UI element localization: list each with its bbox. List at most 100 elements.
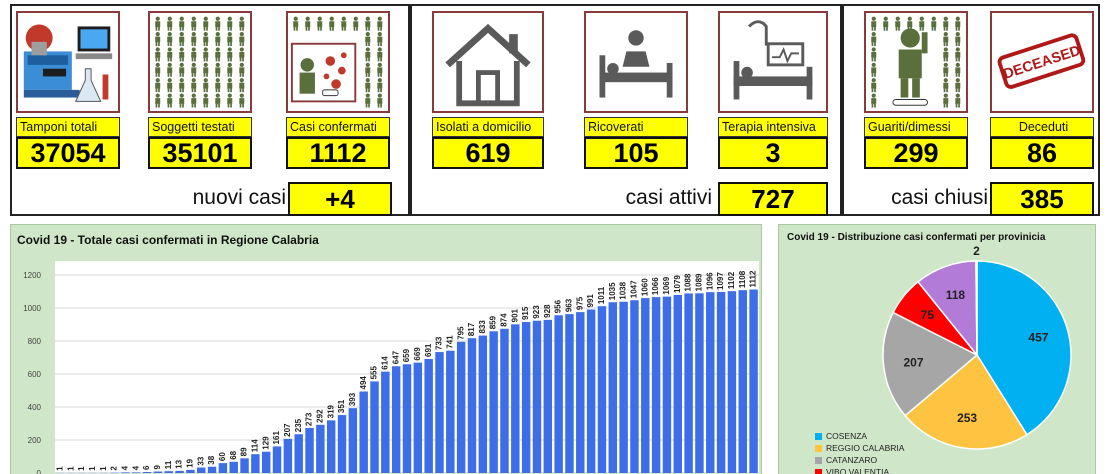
pie-data-label: 253 <box>957 411 977 425</box>
bar <box>608 302 618 473</box>
bar <box>326 420 336 473</box>
bar <box>413 362 423 473</box>
bar <box>641 298 650 473</box>
legend-swatch <box>815 469 822 474</box>
tamponi-value: 37054 <box>16 137 120 169</box>
bar-data-label: 33 <box>196 456 205 465</box>
bar <box>651 297 661 473</box>
bar <box>511 324 520 473</box>
panel-closed-cases: Guariti/dimessi 299 DECEASED Deceduti 86… <box>842 4 1100 216</box>
bar <box>521 322 531 473</box>
bar-data-label: 1097 <box>716 272 725 290</box>
bar-data-label: 38 <box>207 455 216 464</box>
bar-data-label: 319 <box>326 404 335 418</box>
legend-swatch <box>815 433 822 441</box>
pie-slice <box>975 260 978 356</box>
chart-title: Covid 19 - Totale casi confermati in Reg… <box>17 233 319 247</box>
bar-data-label: 923 <box>532 305 541 319</box>
bar <box>662 296 672 473</box>
ricoverati-value: 105 <box>584 137 688 169</box>
bar-data-label: 1060 <box>640 278 649 296</box>
bar <box>196 467 206 473</box>
bar-data-label: 614 <box>380 356 389 370</box>
bar-data-label: 691 <box>424 343 433 357</box>
y-tick-label: 400 <box>28 403 42 412</box>
casi-chiusi-value: 385 <box>990 182 1094 216</box>
legend-swatch <box>815 457 822 465</box>
bar-data-label: 928 <box>543 304 552 318</box>
bar-data-label: 13 <box>175 459 184 468</box>
bar <box>294 434 303 473</box>
panel-active-cases: Isolati a domicilio 619 Ricoverati 105 <box>410 4 842 216</box>
bar-data-label: 1011 <box>597 286 606 304</box>
bar-data-label: 351 <box>337 399 346 413</box>
isolati-value: 619 <box>432 137 544 169</box>
bar <box>402 364 412 473</box>
bar-data-label: 1089 <box>695 273 704 291</box>
bar-data-label: 68 <box>229 450 238 459</box>
soggetti-value: 35101 <box>148 137 252 169</box>
bar <box>738 290 747 473</box>
deceduti-label: Deceduti <box>990 117 1094 137</box>
bar-data-label: 915 <box>521 306 530 320</box>
bar <box>597 306 607 473</box>
bar-data-label: 1096 <box>705 272 714 290</box>
legend-item: VIBO VALENTIA <box>815 466 904 474</box>
bar-data-label: 235 <box>294 418 303 432</box>
y-tick-label: 1000 <box>23 304 41 313</box>
bar-data-label: 901 <box>510 308 519 322</box>
bar <box>283 438 293 473</box>
guariti-value: 299 <box>864 137 968 169</box>
bar <box>164 471 173 473</box>
bar-data-label: 129 <box>261 436 270 450</box>
bar <box>153 471 163 473</box>
terapia-value: 3 <box>718 137 828 169</box>
bar-data-label: 1 <box>88 466 97 471</box>
panel-test-summary: Tamponi totali 37054 Soggetti testati 35… <box>10 4 410 216</box>
bar-data-label: 659 <box>402 348 411 362</box>
legend-label: REGGIO CALABRIA <box>826 443 905 453</box>
casi-attivi-label: casi attivi <box>625 186 712 209</box>
bar-data-label: 207 <box>283 423 292 437</box>
casi-attivi-value: 727 <box>718 182 828 216</box>
soggetti-label: Soggetti testati <box>148 117 252 137</box>
pie-slice <box>882 311 979 417</box>
bar <box>565 314 574 473</box>
bar-data-label: 1102 <box>727 271 736 289</box>
bar <box>142 472 152 473</box>
bar-data-label: 6 <box>142 465 151 470</box>
bar-data-label: 19 <box>185 458 194 467</box>
bar-data-label: 292 <box>315 409 324 423</box>
bar <box>749 289 758 473</box>
bar <box>370 381 379 473</box>
cumulative-cases-chart: Covid 19 - Totale casi confermati in Reg… <box>10 224 762 474</box>
bar <box>337 415 347 473</box>
legend-label: VIBO VALENTIA <box>826 467 890 474</box>
bar <box>305 427 314 473</box>
bar <box>695 293 704 473</box>
bar-data-label: 2 <box>110 466 119 471</box>
pie-data-label: 207 <box>903 355 923 369</box>
tamponi-label: Tamponi totali <box>16 117 120 137</box>
bar <box>207 466 217 473</box>
bar <box>348 408 358 473</box>
bar-data-label: 733 <box>435 336 444 350</box>
bar-data-label: 89 <box>240 447 249 456</box>
bar-data-label: 393 <box>348 392 357 406</box>
bar-data-label: 859 <box>489 315 498 329</box>
bar-data-label: 1 <box>99 466 108 471</box>
pie-slice <box>904 353 1028 450</box>
bar <box>132 472 141 473</box>
bar <box>727 291 737 473</box>
bar-data-label: 1 <box>77 466 86 471</box>
casi-chiusi-label: casi chiusi <box>891 186 988 209</box>
isolati-label: Isolati a domicilio <box>432 117 544 137</box>
ricoverati-label: Ricoverati <box>584 117 688 137</box>
bar-data-label: 4 <box>121 465 130 470</box>
bar-data-label: 494 <box>359 376 368 390</box>
bar-data-label: 795 <box>456 326 465 340</box>
bar <box>261 451 271 473</box>
bar <box>424 358 433 473</box>
bar-data-label: 1108 <box>738 270 747 288</box>
bar-data-label: 1112 <box>749 270 758 287</box>
